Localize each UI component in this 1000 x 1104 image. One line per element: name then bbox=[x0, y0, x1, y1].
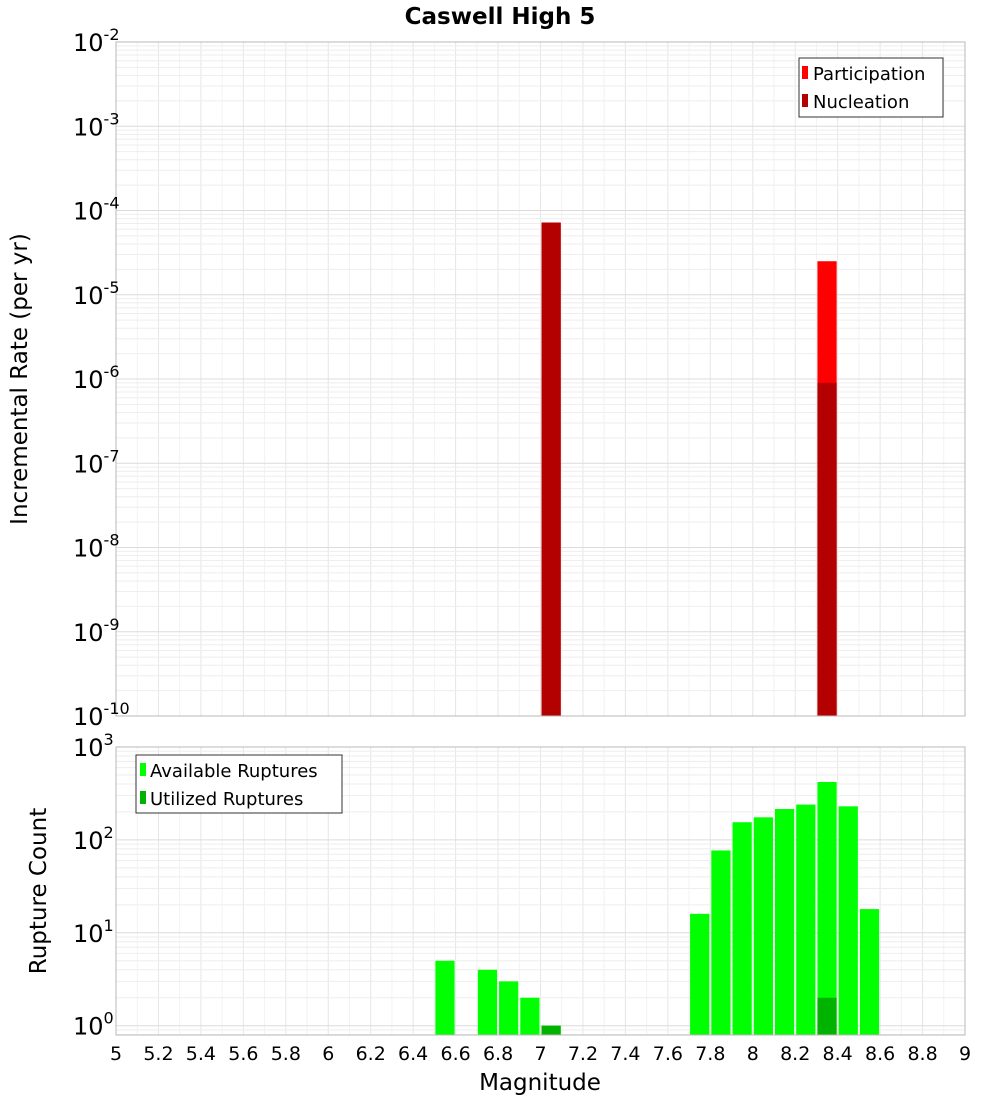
bottom-y-axis-label: Rupture Count bbox=[26, 808, 52, 974]
available-ruptures-bar bbox=[732, 822, 752, 1035]
legend-participation: Participation bbox=[813, 64, 925, 85]
x-tick-label: 9 bbox=[959, 1043, 971, 1065]
bottom-y-tick-label: 103 bbox=[73, 730, 114, 762]
available-ruptures-bar bbox=[753, 817, 773, 1035]
x-tick-label: 6.6 bbox=[440, 1043, 470, 1065]
available-ruptures-bar bbox=[435, 960, 455, 1035]
x-tick-label: 8.4 bbox=[823, 1043, 853, 1065]
top-y-tick-label: 10-7 bbox=[73, 446, 120, 478]
bottom-y-tick-labels: 103 102 101 100 bbox=[73, 730, 114, 1041]
top-y-tick-label: 10-2 bbox=[73, 25, 120, 57]
top-y-tick-label: 10-4 bbox=[73, 194, 120, 226]
bottom-y-tick-label: 100 bbox=[73, 1009, 114, 1041]
x-tick-label: 5.2 bbox=[143, 1043, 173, 1065]
x-tick-label: 6.4 bbox=[398, 1043, 428, 1065]
x-tick-label: 7.2 bbox=[568, 1043, 598, 1065]
x-tick-label: 8.6 bbox=[865, 1043, 895, 1065]
x-tick-label: 7.8 bbox=[695, 1043, 725, 1065]
available-ruptures-bar bbox=[859, 909, 880, 1035]
bottom-y-tick-label: 101 bbox=[73, 916, 114, 948]
available-ruptures-bar bbox=[838, 806, 858, 1035]
available-swatch bbox=[140, 763, 146, 776]
participation-swatch bbox=[802, 66, 808, 79]
x-tick-label: 5.6 bbox=[228, 1043, 258, 1065]
bottom-plot-frame bbox=[115, 746, 966, 1036]
bottom-legend-box bbox=[135, 754, 343, 814]
top-legend: Participation Nucleation bbox=[798, 57, 944, 118]
available-ruptures-bar bbox=[477, 969, 498, 1035]
available-ruptures-bar bbox=[817, 782, 837, 1035]
x-tick-label: 5.8 bbox=[271, 1043, 301, 1065]
chart-title: Caswell High 5 bbox=[405, 4, 596, 30]
x-tick-label: 6.8 bbox=[483, 1043, 513, 1065]
top-y-tick-label: 10-8 bbox=[73, 531, 120, 563]
x-tick-label: 8.2 bbox=[780, 1043, 810, 1065]
available-ruptures-bar bbox=[796, 804, 816, 1035]
top-legend-box bbox=[798, 57, 944, 118]
available-ruptures-bar bbox=[711, 850, 731, 1035]
legend-utilized: Utilized Ruptures bbox=[150, 789, 303, 810]
bottom-bars bbox=[435, 782, 880, 1035]
x-tick-label: 6.2 bbox=[356, 1043, 386, 1065]
top-y-tick-label: 10-5 bbox=[73, 278, 120, 310]
available-ruptures-bar bbox=[520, 997, 540, 1035]
top-y-tick-label: 10-6 bbox=[73, 362, 120, 394]
legend-nucleation: Nucleation bbox=[813, 92, 909, 113]
top-y-tick-label: 10-3 bbox=[73, 109, 120, 141]
utilized-swatch bbox=[140, 791, 146, 804]
top-y-tick-labels: 10-2 10-3 10-4 10-5 10-6 10-7 10-8 10-9 10-10 bbox=[73, 25, 130, 731]
x-tick-label: 7.4 bbox=[610, 1043, 640, 1065]
x-axis-label: Magnitude bbox=[479, 1070, 601, 1096]
bottom-legend: Available Ruptures Utilized Ruptures bbox=[135, 754, 343, 814]
x-tick-label: 5.4 bbox=[186, 1043, 216, 1065]
nucleation-bar bbox=[817, 382, 837, 716]
utilized-ruptures-bar bbox=[817, 997, 837, 1035]
x-tick-label: 6 bbox=[322, 1043, 334, 1065]
available-ruptures-bar bbox=[774, 809, 795, 1035]
top-gridlines bbox=[115, 41, 966, 717]
x-tick-label: 7 bbox=[534, 1043, 546, 1065]
top-plot-frame bbox=[115, 41, 966, 717]
bottom-y-tick-label: 102 bbox=[73, 823, 114, 855]
x-tick-label: 7.6 bbox=[653, 1043, 683, 1065]
x-tick-label: 8 bbox=[747, 1043, 759, 1065]
x-tick-label: 8.8 bbox=[907, 1043, 937, 1065]
utilized-ruptures-bar bbox=[541, 1025, 561, 1035]
top-y-axis-label: Incremental Rate (per yr) bbox=[7, 233, 33, 525]
top-y-tick-label: 10-10 bbox=[73, 699, 130, 731]
legend-available: Available Ruptures bbox=[150, 761, 318, 782]
top-bars bbox=[541, 222, 837, 717]
available-ruptures-bar bbox=[690, 913, 710, 1035]
top-y-tick-label: 10-9 bbox=[73, 615, 120, 647]
available-ruptures-bar bbox=[499, 981, 519, 1035]
x-tick-labels: 5 5.2 5.4 5.6 5.8 6 6.2 6.4 6.6 6.8 7 7.2 7.4 7.6 7.8 8… bbox=[110, 1043, 971, 1065]
x-tick-label: 5 bbox=[110, 1043, 122, 1065]
nucleation-swatch bbox=[802, 94, 808, 107]
nucleation-bar bbox=[541, 222, 561, 717]
